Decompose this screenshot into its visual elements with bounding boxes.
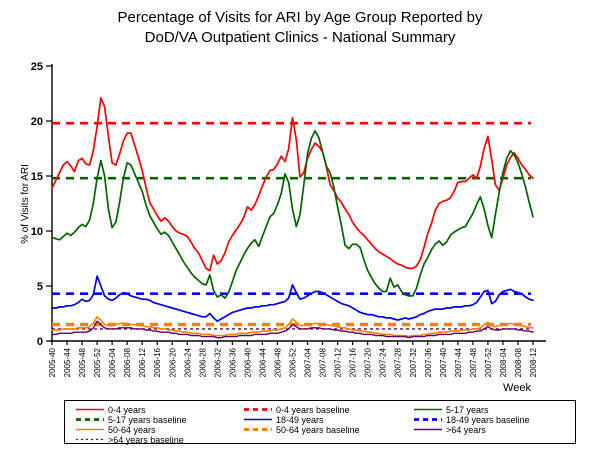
x-tick-label: 2006-32: [213, 347, 222, 377]
legend-solid-line-swatch: [76, 428, 104, 431]
legend-item-label: >64 years baseline: [108, 434, 184, 445]
series-line-5-17-years: [51, 130, 534, 299]
x-tick-label: 2008-04: [499, 347, 508, 377]
x-tick-label: 2007-52: [484, 347, 493, 377]
x-tick-label: 2008-08: [514, 347, 523, 377]
legend-item-label: 5-17 years: [446, 404, 489, 415]
y-tick-label: 0: [37, 336, 43, 348]
legend-item-50-64-years: 50-64 years: [75, 424, 243, 435]
legend-item-label: 18-49 years baseline: [446, 414, 530, 425]
legend-dashed-line-swatch: [244, 408, 272, 411]
x-tick-label: 2006-08: [123, 347, 132, 377]
x-tick-label: 2006-52: [289, 347, 298, 377]
legend-item-64-years: >64 years: [413, 424, 575, 435]
x-tick-label: 2006-44: [258, 347, 267, 377]
y-tick-label: 10: [31, 226, 43, 238]
x-tick-label: 2007-16: [349, 347, 358, 377]
x-axis-title: Week: [503, 382, 531, 394]
x-tick-label: 2007-28: [394, 347, 403, 377]
x-tick-label: 2006-12: [138, 347, 147, 377]
chart-title: Percentage of Visits for ARI by Age Grou…: [0, 8, 600, 49]
legend-item-label: 0-4 years: [108, 404, 146, 415]
y-tick-label: 20: [31, 116, 43, 128]
chart-title-line1: Percentage of Visits for ARI by Age Grou…: [117, 9, 483, 26]
x-tick-label: 2006-28: [198, 347, 207, 377]
legend-item-label: >64 years: [446, 424, 486, 435]
x-tick-label: 2007-32: [409, 347, 418, 377]
x-tick-label: 2005-52: [93, 347, 102, 377]
x-tick-label: 2007-36: [424, 347, 433, 377]
x-tick-label: 2007-40: [439, 347, 448, 377]
x-tick-label: 2005-44: [63, 347, 72, 377]
legend-dashed-line-swatch: [76, 418, 104, 421]
y-tick-label: 5: [37, 281, 43, 293]
x-tick-label: 2006-48: [273, 347, 282, 377]
x-tick-label: 2006-20: [168, 347, 177, 377]
legend-item-5-17-years-baseline: 5-17 years baseline: [75, 414, 243, 425]
legend-solid-line-swatch: [76, 408, 104, 411]
y-tick-label: 25: [31, 61, 43, 73]
x-tick-label: 2007-04: [304, 347, 313, 377]
series-line-0-4-years: [51, 97, 534, 272]
legend-item-label: 50-64 years baseline: [276, 424, 360, 435]
x-tick-label: 2008-12: [529, 347, 538, 377]
legend: 0-4 years 0-4 years baseline 5-17 years 5-1…: [64, 400, 576, 445]
legend-item-18-49-years-baseline: 18-49 years baseline: [413, 414, 575, 425]
legend-solid-line-swatch: [244, 418, 272, 421]
legend-solid-line-swatch: [414, 428, 442, 431]
x-tick-label: 2007-20: [364, 347, 373, 377]
legend-item-label: 18-49 years: [276, 414, 324, 425]
legend-item-0-4-years: 0-4 years: [75, 404, 243, 415]
x-tick-label: 2007-12: [334, 347, 343, 377]
x-tick-label: 2006-04: [108, 347, 117, 377]
legend-item-label: 5-17 years baseline: [108, 414, 187, 425]
legend-item-label: 0-4 years baseline: [276, 404, 350, 415]
x-tick-label: 2007-48: [469, 347, 478, 377]
x-tick-label: 2005-48: [78, 347, 87, 377]
legend-dashed-line-swatch: [76, 438, 104, 441]
series-line-64-years: [51, 320, 534, 339]
y-axis-title: % of Visits for ARI: [20, 164, 31, 244]
series-line-50-64-years: [51, 315, 534, 338]
legend-solid-line-swatch: [414, 408, 442, 411]
legend-item-0-4-years-baseline: 0-4 years baseline: [243, 404, 413, 415]
x-tick-label: 2005-40: [48, 347, 57, 377]
x-tick-label: 2006-36: [228, 347, 237, 377]
legend-item-label: 50-64 years: [108, 424, 156, 435]
legend-item-5-17-years: 5-17 years: [413, 404, 575, 415]
chart-title-line2: DoD/VA Outpatient Clinics - National Sum…: [144, 29, 456, 47]
plot-area: 0 5 10 15 20 25 2005-40 2005-44 2005-48 2005-52 20…: [20, 61, 546, 394]
x-tick-label: 2006-16: [153, 347, 162, 377]
legend-item-18-49-years: 18-49 years: [243, 414, 413, 425]
x-tick-label: 2006-24: [183, 347, 192, 377]
series-line-18-49-years: [51, 275, 534, 323]
legend-item-50-64-years-baseline: 50-64 years baseline: [243, 424, 413, 435]
legend-dashed-line-swatch: [414, 418, 442, 421]
legend-dashed-line-swatch: [244, 428, 272, 431]
y-tick-label: 15: [31, 171, 43, 183]
x-tick-label: 2007-24: [379, 347, 388, 377]
x-tick-label: 2006-40: [243, 347, 252, 377]
x-tick-label: 2007-08: [319, 347, 328, 377]
x-tick-label: 2007-44: [454, 347, 463, 377]
legend-item-64-years-baseline: >64 years baseline: [75, 434, 243, 445]
legend-grid: 0-4 years 0-4 years baseline 5-17 years 5-1…: [75, 404, 575, 445]
